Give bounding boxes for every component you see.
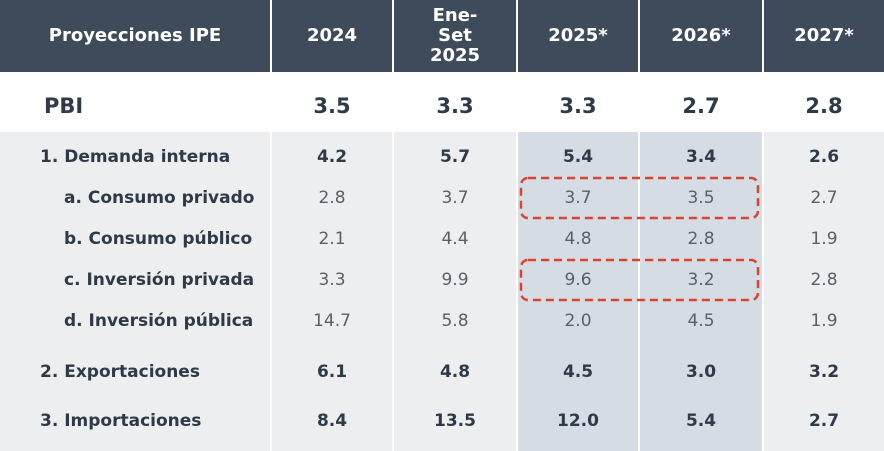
cell-value: 3.2 [687,270,715,290]
header-band [0,0,884,72]
body-band [0,132,884,451]
cell-value: 9.6 [564,270,592,290]
cell-value: 2.8 [805,94,843,118]
cell-value: 4.4 [441,229,469,249]
cell-value: 9.9 [441,270,469,290]
cell-value: 3.2 [808,362,840,382]
cell-value: 8.4 [316,411,348,431]
cell-value: 2.1 [318,229,346,249]
cell-value: 12.0 [557,411,599,431]
cell-value: 3.5 [313,94,351,118]
row-label: a. Consumo privado [64,188,255,208]
row-label: 2. Exportaciones [40,362,200,382]
column-header: Proyecciones IPE [48,25,222,46]
cell-value: 1.9 [810,229,838,249]
column-header: 2026* [671,25,731,46]
row-label: d. Inversión pública [64,311,254,331]
cell-value: 5.4 [685,411,717,431]
cell-value: 4.8 [564,229,592,249]
row-label: b. Consumo público [64,229,253,249]
cell-value: 2.7 [682,94,720,118]
cell-value: 3.5 [687,188,715,208]
cell-value: 2.8 [687,229,715,249]
cell-value: 3.7 [441,188,469,208]
cell-value: 1.9 [810,311,838,331]
cell-value: 4.8 [439,362,471,382]
row-label: c. Inversión privada [64,270,255,290]
cell-value: 4.5 [687,311,715,331]
cell-value: 2.8 [318,188,346,208]
cell-value: 4.2 [316,147,348,167]
cell-value: 5.7 [439,147,471,167]
cell-value: 5.8 [441,311,469,331]
row-label: 3. Importaciones [40,411,202,431]
cell-value: 2.6 [808,147,840,167]
cell-value: 3.3 [559,94,597,118]
cell-value: 4.5 [562,362,594,382]
row-label: PBI [44,94,84,118]
cell-value: 2.7 [810,188,838,208]
cell-value: 3.3 [436,94,474,118]
cell-value: 3.4 [685,147,717,167]
cell-value: 6.1 [316,362,348,382]
row-label: 1. Demanda interna [40,147,231,167]
cell-value: 2.7 [808,411,840,431]
cell-value: 3.3 [318,270,346,290]
cell-value: 3.7 [564,188,592,208]
highlight-box [519,258,760,302]
highlight-box [519,176,760,220]
cell-value: 2.8 [810,270,838,290]
cell-value: 13.5 [434,411,476,431]
column-header: Ene-Set 2025 [429,5,481,66]
cell-value: 5.4 [562,147,594,167]
column-header: 2024 [306,25,358,46]
cell-value: 3.0 [685,362,717,382]
cell-value: 2.0 [564,311,592,331]
cell-value: 14.7 [313,311,351,331]
column-header: 2027* [794,25,854,46]
column-header: 2025* [548,25,608,46]
